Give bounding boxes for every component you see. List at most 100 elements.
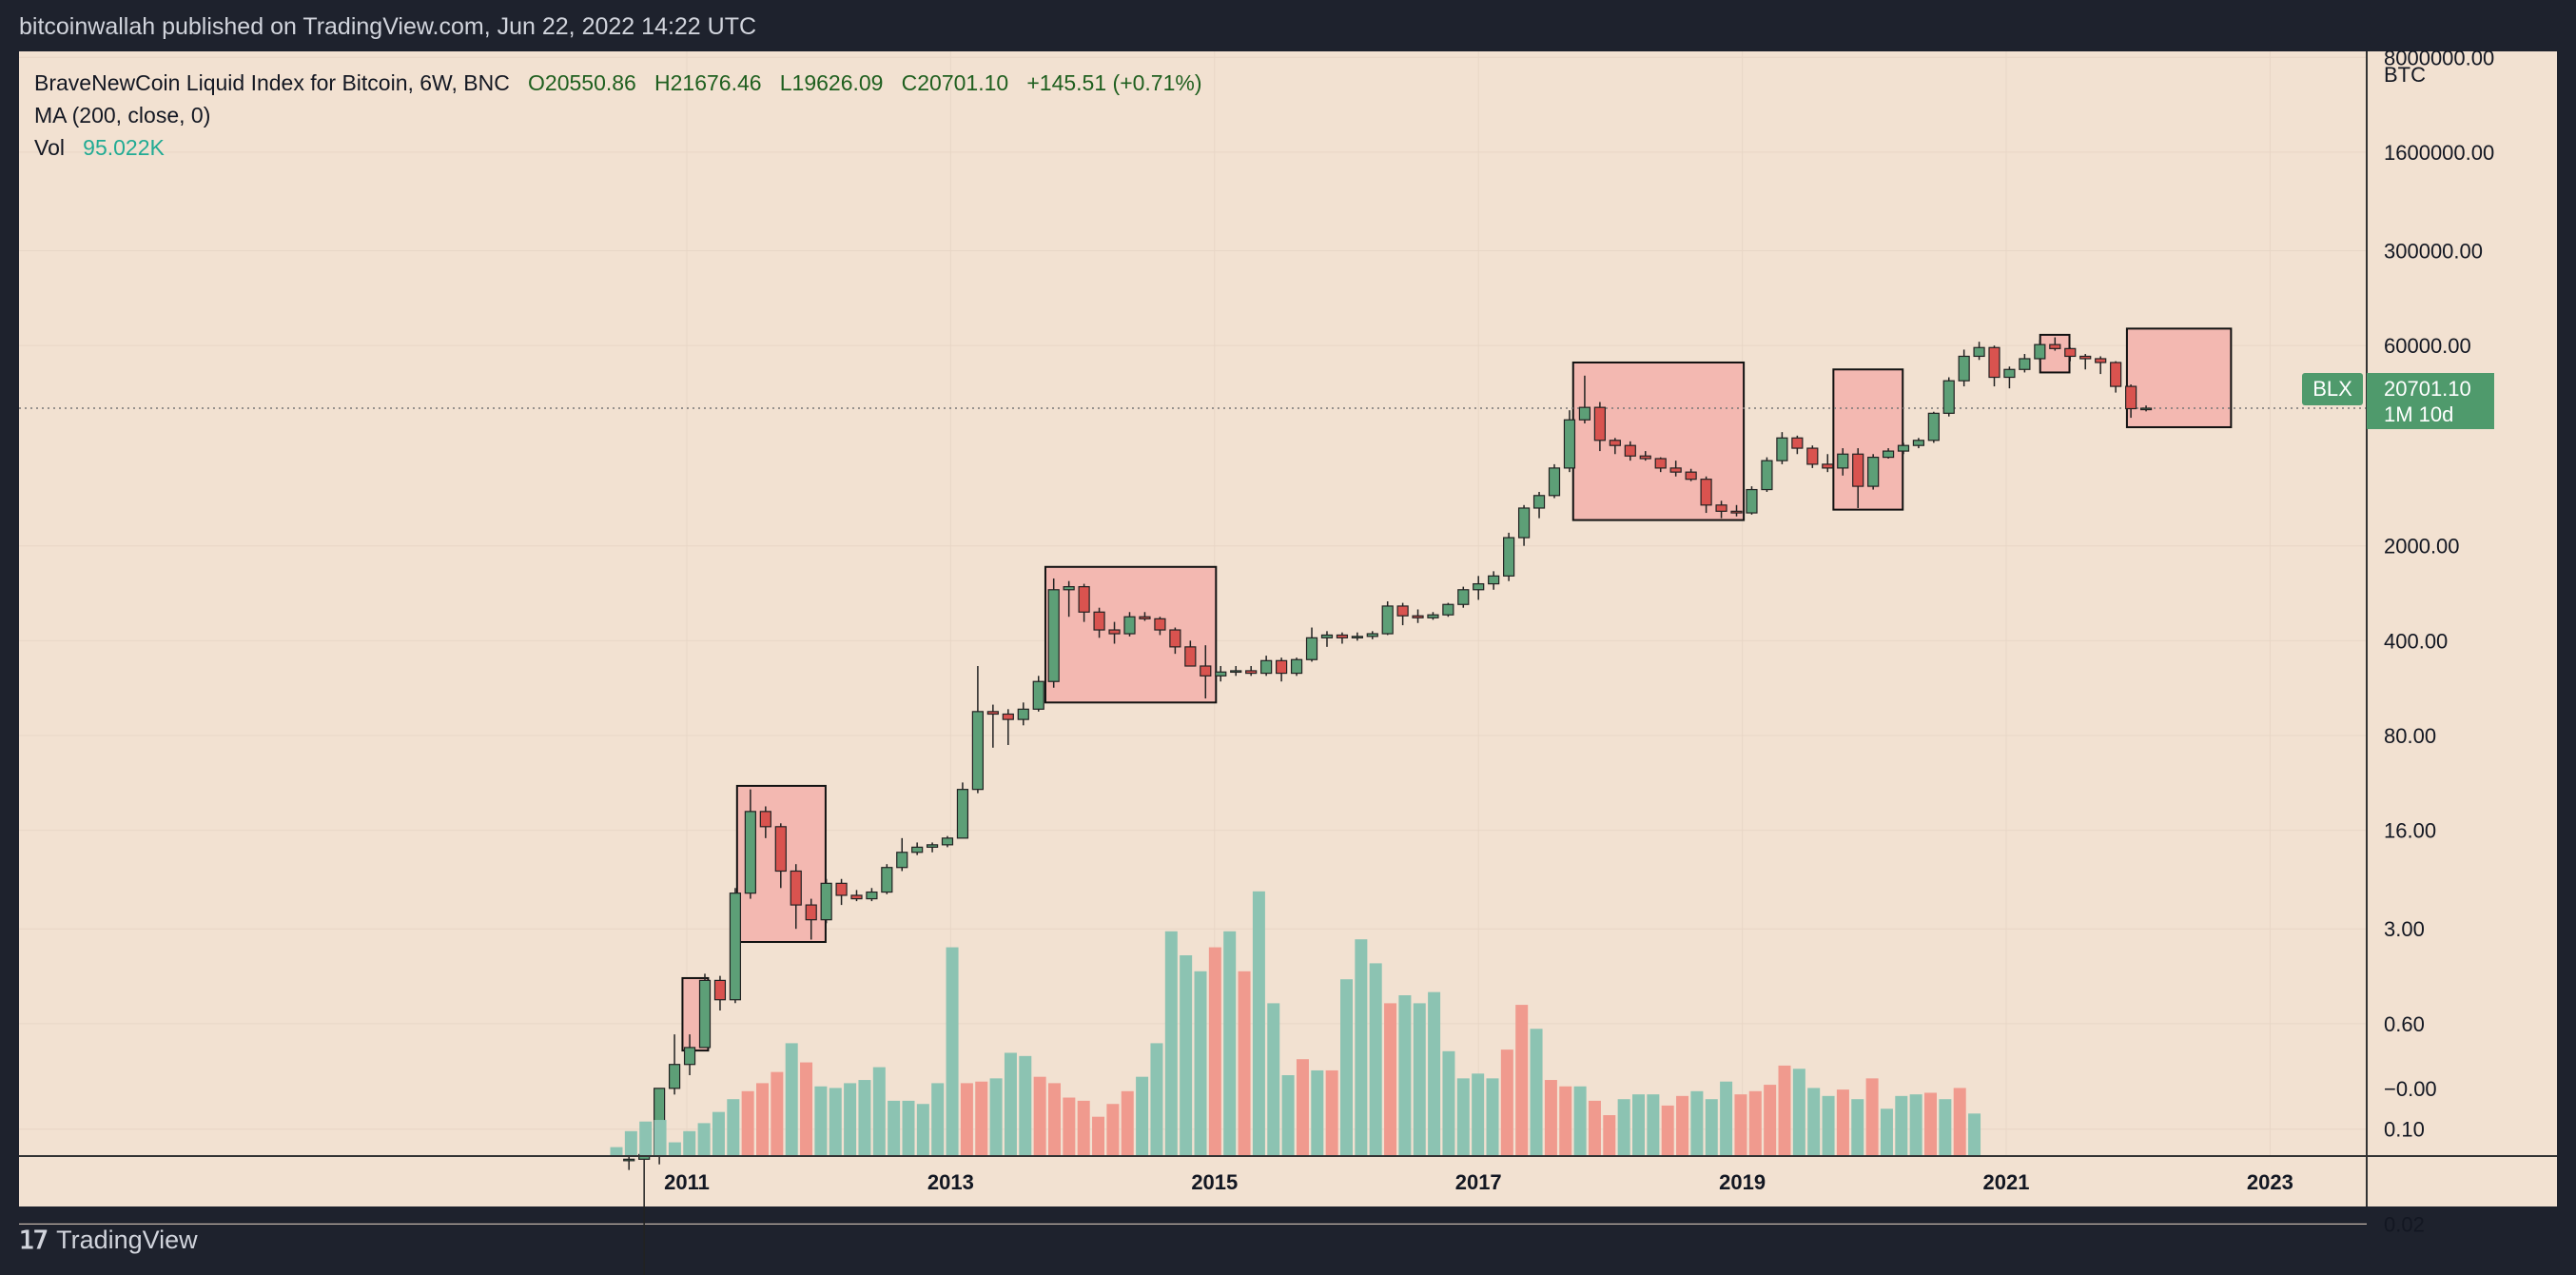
candle-body (2034, 343, 2046, 360)
volume-bar (1764, 1085, 1777, 1155)
volume-bar (1106, 1104, 1120, 1155)
volume-bar (800, 1062, 813, 1155)
volume-bar (1019, 1055, 1032, 1155)
candle-body (881, 867, 893, 893)
candle-body (1457, 589, 1470, 605)
volume-bar (1880, 1108, 1893, 1155)
candle-body (1275, 659, 1288, 675)
volume-bar (756, 1083, 769, 1155)
candle-body (1942, 380, 1955, 414)
volume-bar (712, 1111, 725, 1155)
time-axis-tick: 2017 (1455, 1170, 1502, 1194)
candle-body (1396, 605, 1409, 617)
volume-bar (1530, 1029, 1543, 1155)
volume-bar (1223, 931, 1237, 1155)
price-axis-tick: 0.60 (2384, 1012, 2425, 1036)
price-axis-tick: 80.00 (2384, 724, 2436, 748)
volume-bar (1734, 1094, 1747, 1155)
time-axis-ticks[interactable]: 2011 2013 2015 2017 2019 2021 2023 (664, 1170, 2293, 1194)
candle-body (1412, 615, 1424, 618)
volume-bar (1807, 1088, 1821, 1155)
volume-bar (1895, 1095, 1908, 1155)
last-price-value: 20701.10 (2384, 377, 2471, 401)
candle-body (1442, 603, 1454, 616)
volume-bar (1792, 1069, 1805, 1155)
volume-bar (1472, 1073, 1485, 1155)
volume-bar (888, 1100, 901, 1155)
candle-body (1548, 467, 1561, 497)
price-axis-currency: BTC (2384, 63, 2426, 87)
volume-bar (1632, 1094, 1645, 1155)
candle-body (1517, 507, 1531, 539)
candle-body (1578, 406, 1591, 421)
volume-axis-tick: −0.00 (2384, 1077, 2437, 1101)
candle-body (2019, 358, 2031, 370)
candle-body (866, 891, 878, 900)
price-axis-tick: 60000.00 (2384, 334, 2471, 358)
candle-body (971, 711, 985, 791)
candle-body (1473, 582, 1485, 591)
volume-bar (1953, 1088, 1966, 1155)
volume-bar (1384, 1003, 1397, 1155)
ma-indicator-label[interactable]: MA (200, close, 0) (34, 103, 211, 128)
candle-body (1290, 658, 1303, 675)
volume-bar (1398, 995, 1412, 1155)
volume-bar (1238, 971, 1251, 1155)
volume-bar (1865, 1078, 1879, 1155)
candle-body (1532, 495, 1546, 509)
candle-body (1002, 713, 1014, 720)
price-axis-tick: 1600000.00 (2384, 141, 2494, 165)
candle-body (1563, 419, 1576, 469)
candle-body (1624, 444, 1636, 457)
volume-bar (654, 1120, 667, 1155)
candle-body (1260, 659, 1273, 675)
symbol-price-tag: BLX (2302, 373, 2363, 405)
candle-body (744, 811, 756, 894)
candle-body (1806, 447, 1819, 465)
volume-bar (1515, 1005, 1529, 1155)
volume-bar (1413, 1003, 1426, 1155)
volume-bar (975, 1081, 988, 1155)
candle-body (1927, 412, 1940, 441)
candle-body (2125, 385, 2137, 410)
candle-body (1427, 614, 1439, 618)
price-axis-tick: 2000.00 (2384, 535, 2460, 559)
candle-body (1593, 406, 1606, 441)
time-axis-tick: 2019 (1719, 1170, 1766, 1194)
candle-body (1654, 458, 1667, 469)
volume-bar (741, 1090, 754, 1155)
candle-body (1184, 646, 1197, 667)
volume-bar (1252, 891, 1265, 1155)
volume-bar (1033, 1076, 1046, 1155)
volume-bar (858, 1080, 871, 1155)
volume-bar (1355, 939, 1368, 1155)
price-axis-ticks[interactable]: 40000000.008000000.001600000.00300000.00… (2384, 0, 2506, 1236)
candle-body (1912, 440, 1925, 446)
volume-bar (1180, 955, 1193, 1155)
volume-bar (1164, 931, 1178, 1155)
candle-body (1700, 479, 1712, 506)
volume-bar (1428, 991, 1441, 1155)
tradingview-logo[interactable]: ⁠𝟣𝟩 TradingView (19, 1226, 198, 1255)
candle-body (1200, 665, 1212, 677)
volume-bar (1924, 1092, 1937, 1155)
price-axis-tick: 0.02 (2384, 1212, 2425, 1236)
volume-bar (1778, 1065, 1791, 1155)
candle-body (1822, 463, 1834, 469)
highlight-boxes (681, 327, 2233, 1052)
volume-bar (1136, 1076, 1149, 1155)
candle-body (1746, 488, 1758, 514)
ohlc-low: L19626.09 (779, 70, 884, 95)
candle-body (1791, 437, 1804, 449)
volume-indicator-row[interactable]: Vol 95.022K (34, 131, 1202, 164)
volume-bar (1617, 1099, 1630, 1155)
volume-bar (1705, 1099, 1718, 1155)
volume-bar (1544, 1080, 1557, 1155)
volume-bar (610, 1147, 623, 1155)
publisher-header: bitcoinwallah published on TradingView.c… (19, 13, 757, 40)
time-axis-tick: 2021 (1983, 1170, 2030, 1194)
volume-bar (872, 1067, 886, 1155)
volume-bar (727, 1099, 740, 1155)
symbol-description[interactable]: BraveNewCoin Liquid Index for Bitcoin, 6… (34, 70, 510, 95)
